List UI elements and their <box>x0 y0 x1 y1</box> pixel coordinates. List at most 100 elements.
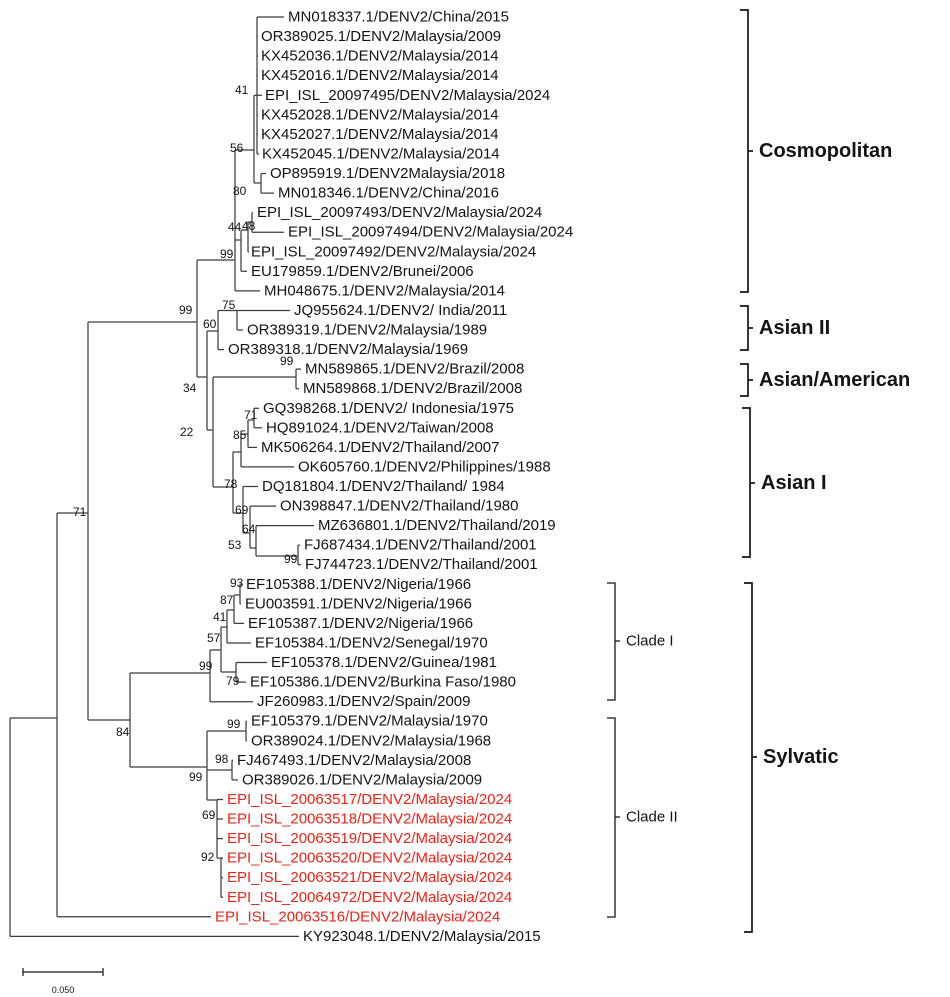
clade-brackets: Cosmopolitan Asian II Asian/American Asian … <box>607 9 910 933</box>
bootstrap-value: 79 <box>226 674 240 688</box>
taxon-label: EPI_ISL_20063518/DENV2/Malaysia/2024 <box>227 811 512 828</box>
scale-bar-label: 0.050 <box>52 985 75 995</box>
bootstrap-value: 99 <box>179 303 193 317</box>
clade-label: Asian II <box>759 317 830 339</box>
bootstrap-value: 99 <box>227 717 241 731</box>
taxon-label: EPI_ISL_20097494/DENV2/Malaysia/2024 <box>288 224 573 241</box>
clade-label: Clade I <box>626 633 674 650</box>
bootstrap-value: 56 <box>230 141 244 155</box>
taxon-label: OR389318.1/DENV2/Malaysia/1969 <box>228 341 468 358</box>
bootstrap-value: 64 <box>242 522 256 536</box>
taxon-label: KX452036.1/DENV2/Malaysia/2014 <box>261 48 499 65</box>
taxon-label: EPI_ISL_20097495/DENV2/Malaysia/2024 <box>265 87 550 104</box>
taxon-label: EPI_ISL_20063516/DENV2/Malaysia/2024 <box>215 908 500 925</box>
bootstrap-value: 98 <box>215 752 229 766</box>
taxon-label: JF260983.1/DENV2/Spain/2009 <box>257 693 470 710</box>
taxon-label: JQ955624.1/DENV2/ India/2011 <box>294 302 507 319</box>
taxon-label: OP895919.1/DENV2Malaysia/2018 <box>270 165 505 182</box>
taxon-label: OR389026.1/DENV2/Malaysia/2009 <box>242 771 482 788</box>
bootstrap-value: 80 <box>233 184 247 198</box>
bootstrap-value: 99 <box>220 247 234 261</box>
taxon-label: MN589868.1/DENV2/Brazil/2008 <box>303 380 522 397</box>
bootstrap-value: 75 <box>222 298 236 312</box>
taxon-label: KX452028.1/DENV2/Malaysia/2014 <box>261 106 499 123</box>
clade-label: Asian/American <box>759 369 910 391</box>
taxon-label: KY923048.1/DENV2/Malaysia/2015 <box>303 928 541 945</box>
taxon-label: OR389025.1/DENV2/Malaysia/2009 <box>261 28 501 45</box>
clade-label: Cosmopolitan <box>759 140 892 162</box>
taxon-label: EPI_ISL_20063519/DENV2/Malaysia/2024 <box>227 830 512 847</box>
clade-bracket <box>607 717 616 918</box>
scale-bar: 0.050 <box>22 968 104 995</box>
taxon-label: MN589865.1/DENV2/Brazil/2008 <box>305 361 524 378</box>
taxon-label: MN018337.1/DENV2/China/2015 <box>288 9 509 26</box>
bootstrap-value: 69 <box>202 808 216 822</box>
bootstrap-value: 34 <box>183 381 197 395</box>
bootstrap-value: 92 <box>201 850 215 864</box>
bootstrap-value: 71 <box>244 408 258 422</box>
taxon-label: EPI_ISL_20097492/DENV2/Malaysia/2024 <box>251 243 536 260</box>
taxon-label: EPI_ISL_20063521/DENV2/Malaysia/2024 <box>227 869 512 886</box>
clade-label: Clade II <box>626 809 678 826</box>
bootstrap-value: 53 <box>228 538 242 552</box>
taxon-label: OR389319.1/DENV2/Malaysia/1989 <box>247 322 487 339</box>
bootstrap-value: 87 <box>220 593 234 607</box>
bootstrap-value: 57 <box>207 631 221 645</box>
taxon-label: KX452016.1/DENV2/Malaysia/2014 <box>261 67 499 84</box>
bootstrap-value: 99 <box>189 770 203 784</box>
taxon-label: MH048675.1/DENV2/Malaysia/2014 <box>264 282 505 299</box>
taxon-label: MZ636801.1/DENV2/Thailand/2019 <box>318 517 556 534</box>
bootstrap-value: 48 <box>242 219 256 233</box>
bootstrap-value: 99 <box>199 659 213 673</box>
taxon-label: OR389024.1/DENV2/Malaysia/1968 <box>251 732 491 749</box>
bootstrap-value: 84 <box>116 725 130 739</box>
bootstrap-value: 41 <box>213 610 227 624</box>
clade-label: Sylvatic <box>763 746 839 768</box>
bootstrap-value: 22 <box>180 425 194 439</box>
taxon-label: KX452027.1/DENV2/Malaysia/2014 <box>261 126 499 143</box>
clade-bracket <box>744 582 753 933</box>
taxon-label: EU003591.1/DENV2/Nigeria/1966 <box>245 595 472 612</box>
bootstrap-value: 69 <box>235 503 249 517</box>
taxon-label: EU179859.1/DENV2/Brunei/2006 <box>251 263 474 280</box>
taxon-label: MN018346.1/DENV2/China/2016 <box>278 185 499 202</box>
taxon-label: EF105384.1/DENV2/Senegal/1970 <box>255 635 488 652</box>
taxon-label: EPI_ISL_20097493/DENV2/Malaysia/2024 <box>257 204 542 221</box>
taxon-label: OK605760.1/DENV2/Philippines/1988 <box>298 458 551 475</box>
taxon-labels: MN018337.1/DENV2/China/2015 OR389025.1/DE… <box>215 9 573 945</box>
taxon-label: EF105387.1/DENV2/Nigeria/1966 <box>248 615 473 632</box>
clade-bracket <box>742 407 751 558</box>
clade-bracket <box>740 9 749 293</box>
taxon-label: HQ891024.1/DENV2/Taiwan/2008 <box>266 419 494 436</box>
clade-label: Asian I <box>761 472 827 494</box>
clade-bracket <box>740 305 749 351</box>
bootstrap-value: 85 <box>233 428 247 442</box>
bootstrap-value: 44 <box>228 220 242 234</box>
taxon-label: EF105386.1/DENV2/Burkina Faso/1980 <box>250 674 516 691</box>
taxon-label: EF105378.1/DENV2/Guinea/1981 <box>271 654 497 671</box>
bootstrap-value: 60 <box>203 317 217 331</box>
clade-bracket <box>607 582 616 701</box>
taxon-label: DQ181804.1/DENV2/Thailand/ 1984 <box>262 478 505 495</box>
bootstrap-value: 41 <box>235 83 249 97</box>
clade-bracket <box>740 363 749 397</box>
taxon-label: EPI_ISL_20063517/DENV2/Malaysia/2024 <box>227 791 512 808</box>
taxon-label: FJ744723.1/DENV2/Thailand/2001 <box>305 556 538 573</box>
taxon-label: ON398847.1/DENV2/Thailand/1980 <box>280 498 519 515</box>
bootstrap-value: 78 <box>224 477 238 491</box>
bootstrap-value: 99 <box>280 354 294 368</box>
bootstrap-value: 99 <box>284 552 298 566</box>
taxon-label: EF105379.1/DENV2/Malaysia/1970 <box>251 713 488 730</box>
taxon-label: EF105388.1/DENV2/Nigeria/1966 <box>246 576 471 593</box>
bootstrap-value: 93 <box>230 576 244 590</box>
taxon-label: EPI_ISL_20064972/DENV2/Malaysia/2024 <box>227 889 512 906</box>
taxon-label: KX452045.1/DENV2/Malaysia/2014 <box>262 146 500 163</box>
taxon-label: EPI_ISL_20063520/DENV2/Malaysia/2024 <box>227 850 512 867</box>
taxon-label: GQ398268.1/DENV2/ Indonesia/1975 <box>263 400 514 417</box>
tree-branches <box>9 16 314 938</box>
bootstrap-value: 71 <box>73 505 87 519</box>
taxon-label: MK506264.1/DENV2/Thailand/2007 <box>261 439 500 456</box>
